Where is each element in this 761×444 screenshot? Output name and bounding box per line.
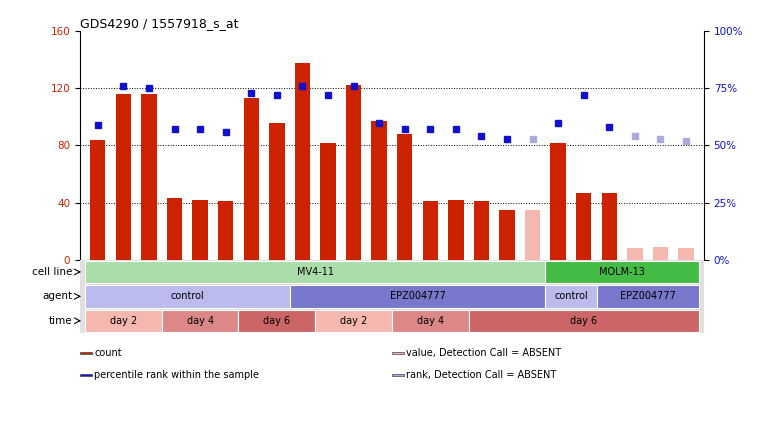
Text: day 4: day 4: [186, 316, 214, 326]
Bar: [193, 200, 208, 260]
Text: day 2: day 2: [340, 316, 367, 326]
Text: agent: agent: [42, 291, 72, 301]
Bar: [80, 352, 92, 354]
Bar: [85, 309, 162, 332]
Bar: [238, 309, 315, 332]
Text: MV4-11: MV4-11: [297, 267, 333, 277]
Bar: [392, 374, 404, 376]
Text: control: control: [554, 291, 587, 301]
Text: control: control: [170, 291, 204, 301]
Bar: [474, 201, 489, 260]
Bar: [244, 98, 259, 260]
Bar: [320, 143, 336, 260]
Bar: [162, 309, 238, 332]
Bar: [392, 352, 404, 354]
Text: value, Detection Call = ABSENT: value, Detection Call = ABSENT: [406, 348, 561, 358]
Bar: [269, 123, 285, 260]
Bar: [546, 285, 597, 308]
Bar: [469, 309, 699, 332]
Bar: [218, 201, 234, 260]
Bar: [546, 261, 699, 283]
Bar: [315, 309, 392, 332]
Text: day 2: day 2: [110, 316, 137, 326]
Text: cell line: cell line: [32, 267, 72, 277]
Text: time: time: [49, 316, 72, 326]
Bar: [85, 285, 290, 308]
Bar: [90, 140, 106, 260]
Text: percentile rank within the sample: percentile rank within the sample: [94, 370, 259, 380]
Bar: [653, 247, 668, 260]
Bar: [116, 94, 131, 260]
Bar: [142, 94, 157, 260]
Bar: [346, 85, 361, 260]
Text: MOLM-13: MOLM-13: [599, 267, 645, 277]
Bar: [422, 201, 438, 260]
Text: day 6: day 6: [263, 316, 291, 326]
Bar: [392, 309, 469, 332]
Bar: [499, 210, 514, 260]
Bar: [371, 121, 387, 260]
Bar: [167, 198, 182, 260]
Bar: [290, 285, 546, 308]
Bar: [295, 63, 310, 260]
Bar: [597, 285, 699, 308]
Text: EPZ004777: EPZ004777: [390, 291, 445, 301]
Bar: [678, 248, 694, 260]
Text: day 6: day 6: [570, 316, 597, 326]
Text: GDS4290 / 1557918_s_at: GDS4290 / 1557918_s_at: [80, 17, 238, 30]
Text: count: count: [94, 348, 122, 358]
Bar: [80, 374, 92, 376]
Bar: [550, 143, 566, 260]
Bar: [576, 193, 591, 260]
Text: rank, Detection Call = ABSENT: rank, Detection Call = ABSENT: [406, 370, 556, 380]
Text: EPZ004777: EPZ004777: [619, 291, 676, 301]
Bar: [397, 134, 412, 260]
Bar: [627, 248, 642, 260]
Bar: [85, 261, 546, 283]
Bar: [602, 193, 617, 260]
Text: day 4: day 4: [417, 316, 444, 326]
Bar: [448, 200, 463, 260]
Bar: [525, 210, 540, 260]
